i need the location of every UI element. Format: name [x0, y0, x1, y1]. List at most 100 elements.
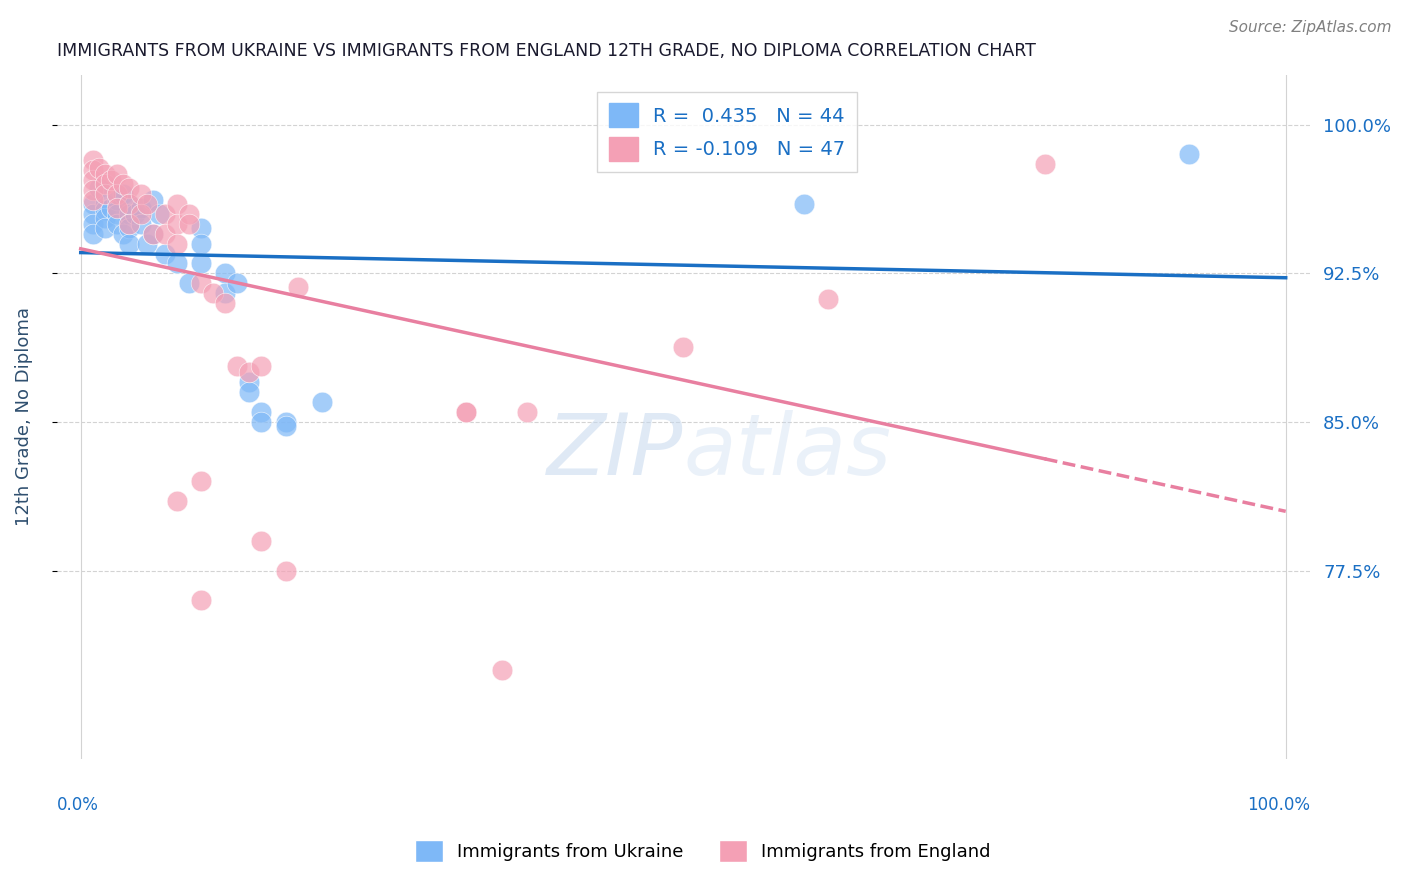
Point — [250, 533, 273, 548]
Point — [94, 197, 117, 211]
Point — [817, 292, 839, 306]
Point — [190, 277, 212, 291]
Point — [105, 201, 128, 215]
Point — [1178, 147, 1201, 161]
Point — [166, 217, 188, 231]
Point — [111, 227, 134, 241]
Point — [82, 217, 104, 231]
Point — [148, 207, 170, 221]
Point — [100, 201, 122, 215]
Text: Source: ZipAtlas.com: Source: ZipAtlas.com — [1229, 20, 1392, 35]
Point — [287, 280, 309, 294]
Point — [136, 197, 159, 211]
Point — [166, 236, 188, 251]
Point — [129, 201, 152, 215]
Point — [226, 359, 249, 374]
Point — [118, 220, 141, 235]
Point — [100, 173, 122, 187]
Point — [94, 177, 117, 191]
Point — [111, 177, 134, 191]
Point — [105, 193, 128, 207]
Point — [105, 167, 128, 181]
Point — [118, 207, 141, 221]
Point — [190, 256, 212, 270]
Point — [94, 187, 117, 202]
Point — [202, 286, 225, 301]
Point — [238, 376, 260, 390]
Point — [516, 405, 538, 419]
Point — [124, 207, 146, 221]
Point — [311, 395, 333, 409]
Point — [118, 181, 141, 195]
Point — [105, 217, 128, 231]
Point — [82, 193, 104, 207]
Point — [250, 415, 273, 429]
Point — [166, 256, 188, 270]
Point — [129, 207, 152, 221]
Point — [105, 187, 128, 202]
Point — [190, 475, 212, 489]
Point — [118, 236, 141, 251]
Point — [82, 207, 104, 221]
Point — [118, 197, 141, 211]
Point — [94, 220, 117, 235]
Y-axis label: 12th Grade, No Diploma: 12th Grade, No Diploma — [15, 308, 32, 526]
Point — [456, 405, 478, 419]
Point — [238, 366, 260, 380]
Point — [214, 296, 236, 310]
Point — [118, 197, 141, 211]
Point — [118, 217, 141, 231]
Text: 100.0%: 100.0% — [1247, 797, 1310, 814]
Point — [793, 197, 815, 211]
Point — [105, 207, 128, 221]
Text: atlas: atlas — [683, 409, 891, 492]
Point — [166, 494, 188, 508]
Point — [456, 405, 478, 419]
Point — [250, 359, 273, 374]
Point — [82, 183, 104, 197]
Point — [142, 193, 165, 207]
Point — [82, 173, 104, 187]
Point — [190, 236, 212, 251]
Point — [274, 564, 297, 578]
Point — [491, 663, 513, 677]
Point — [190, 593, 212, 607]
Point — [250, 405, 273, 419]
Legend: R =  0.435   N = 44, R = -0.109   N = 47: R = 0.435 N = 44, R = -0.109 N = 47 — [598, 92, 858, 172]
Point — [82, 227, 104, 241]
Point — [87, 161, 110, 176]
Point — [214, 286, 236, 301]
Point — [142, 227, 165, 241]
Point — [111, 187, 134, 202]
Point — [179, 277, 201, 291]
Point — [82, 163, 104, 178]
Point — [214, 266, 236, 280]
Text: ZIP: ZIP — [547, 409, 683, 492]
Text: IMMIGRANTS FROM UKRAINE VS IMMIGRANTS FROM ENGLAND 12TH GRADE, NO DIPLOMA CORREL: IMMIGRANTS FROM UKRAINE VS IMMIGRANTS FR… — [56, 42, 1035, 60]
Point — [129, 187, 152, 202]
Point — [1033, 157, 1056, 171]
Point — [94, 167, 117, 181]
Point — [129, 217, 152, 231]
Legend: Immigrants from Ukraine, Immigrants from England: Immigrants from Ukraine, Immigrants from… — [408, 833, 998, 870]
Point — [672, 340, 695, 354]
Point — [94, 211, 117, 225]
Point — [238, 385, 260, 400]
Point — [190, 220, 212, 235]
Point — [274, 418, 297, 433]
Point — [87, 181, 110, 195]
Point — [179, 207, 201, 221]
Point — [226, 277, 249, 291]
Point — [142, 227, 165, 241]
Point — [179, 217, 201, 231]
Point — [82, 153, 104, 168]
Point — [166, 197, 188, 211]
Point — [274, 415, 297, 429]
Point — [94, 202, 117, 217]
Point — [136, 236, 159, 251]
Text: 0.0%: 0.0% — [56, 797, 98, 814]
Point — [153, 246, 176, 260]
Point — [82, 197, 104, 211]
Point — [153, 207, 176, 221]
Point — [153, 227, 176, 241]
